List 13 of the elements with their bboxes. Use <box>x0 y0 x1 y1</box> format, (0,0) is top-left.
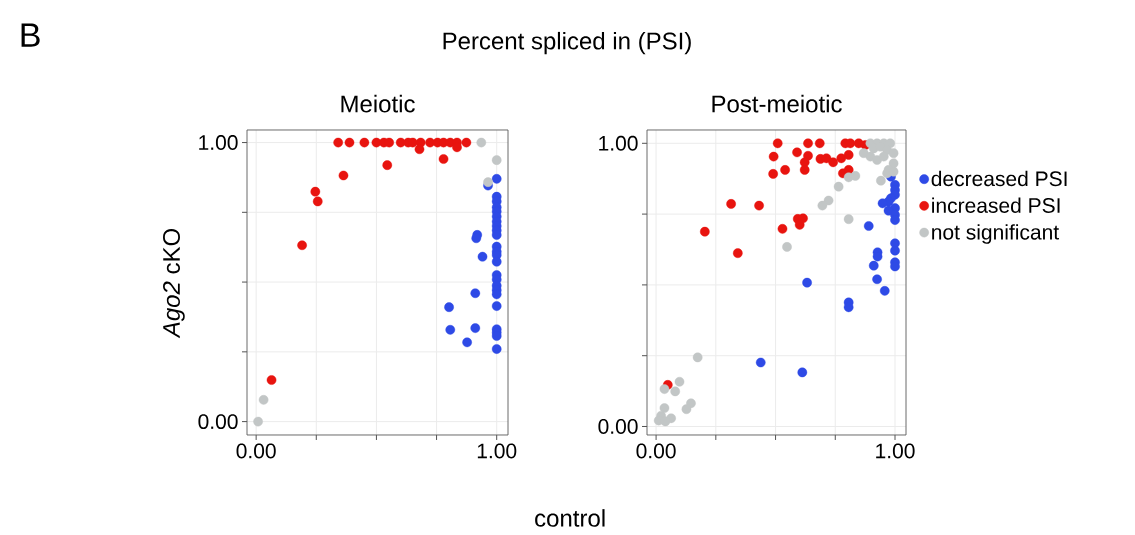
y-axis-title: Ago2 cKO <box>163 228 185 339</box>
text: B <box>21 23 40 47</box>
x-tick-label: 1.00 <box>876 443 915 459</box>
x-tick-label: 0.00 <box>236 443 276 459</box>
legend-label: increased PSI <box>932 197 1060 213</box>
legend-label: not significant <box>932 224 1059 244</box>
x-axis-title: control <box>535 509 605 527</box>
x-tick-label: 1.00 <box>477 443 517 459</box>
legend-label: decreased PSI <box>931 170 1067 187</box>
chart-title: Post-meiotic <box>712 94 842 113</box>
x-tick-label: 0.00 <box>636 443 676 459</box>
chart-title: Meiotic <box>341 94 415 113</box>
text: Percent spliced in (PSI) <box>443 31 691 55</box>
